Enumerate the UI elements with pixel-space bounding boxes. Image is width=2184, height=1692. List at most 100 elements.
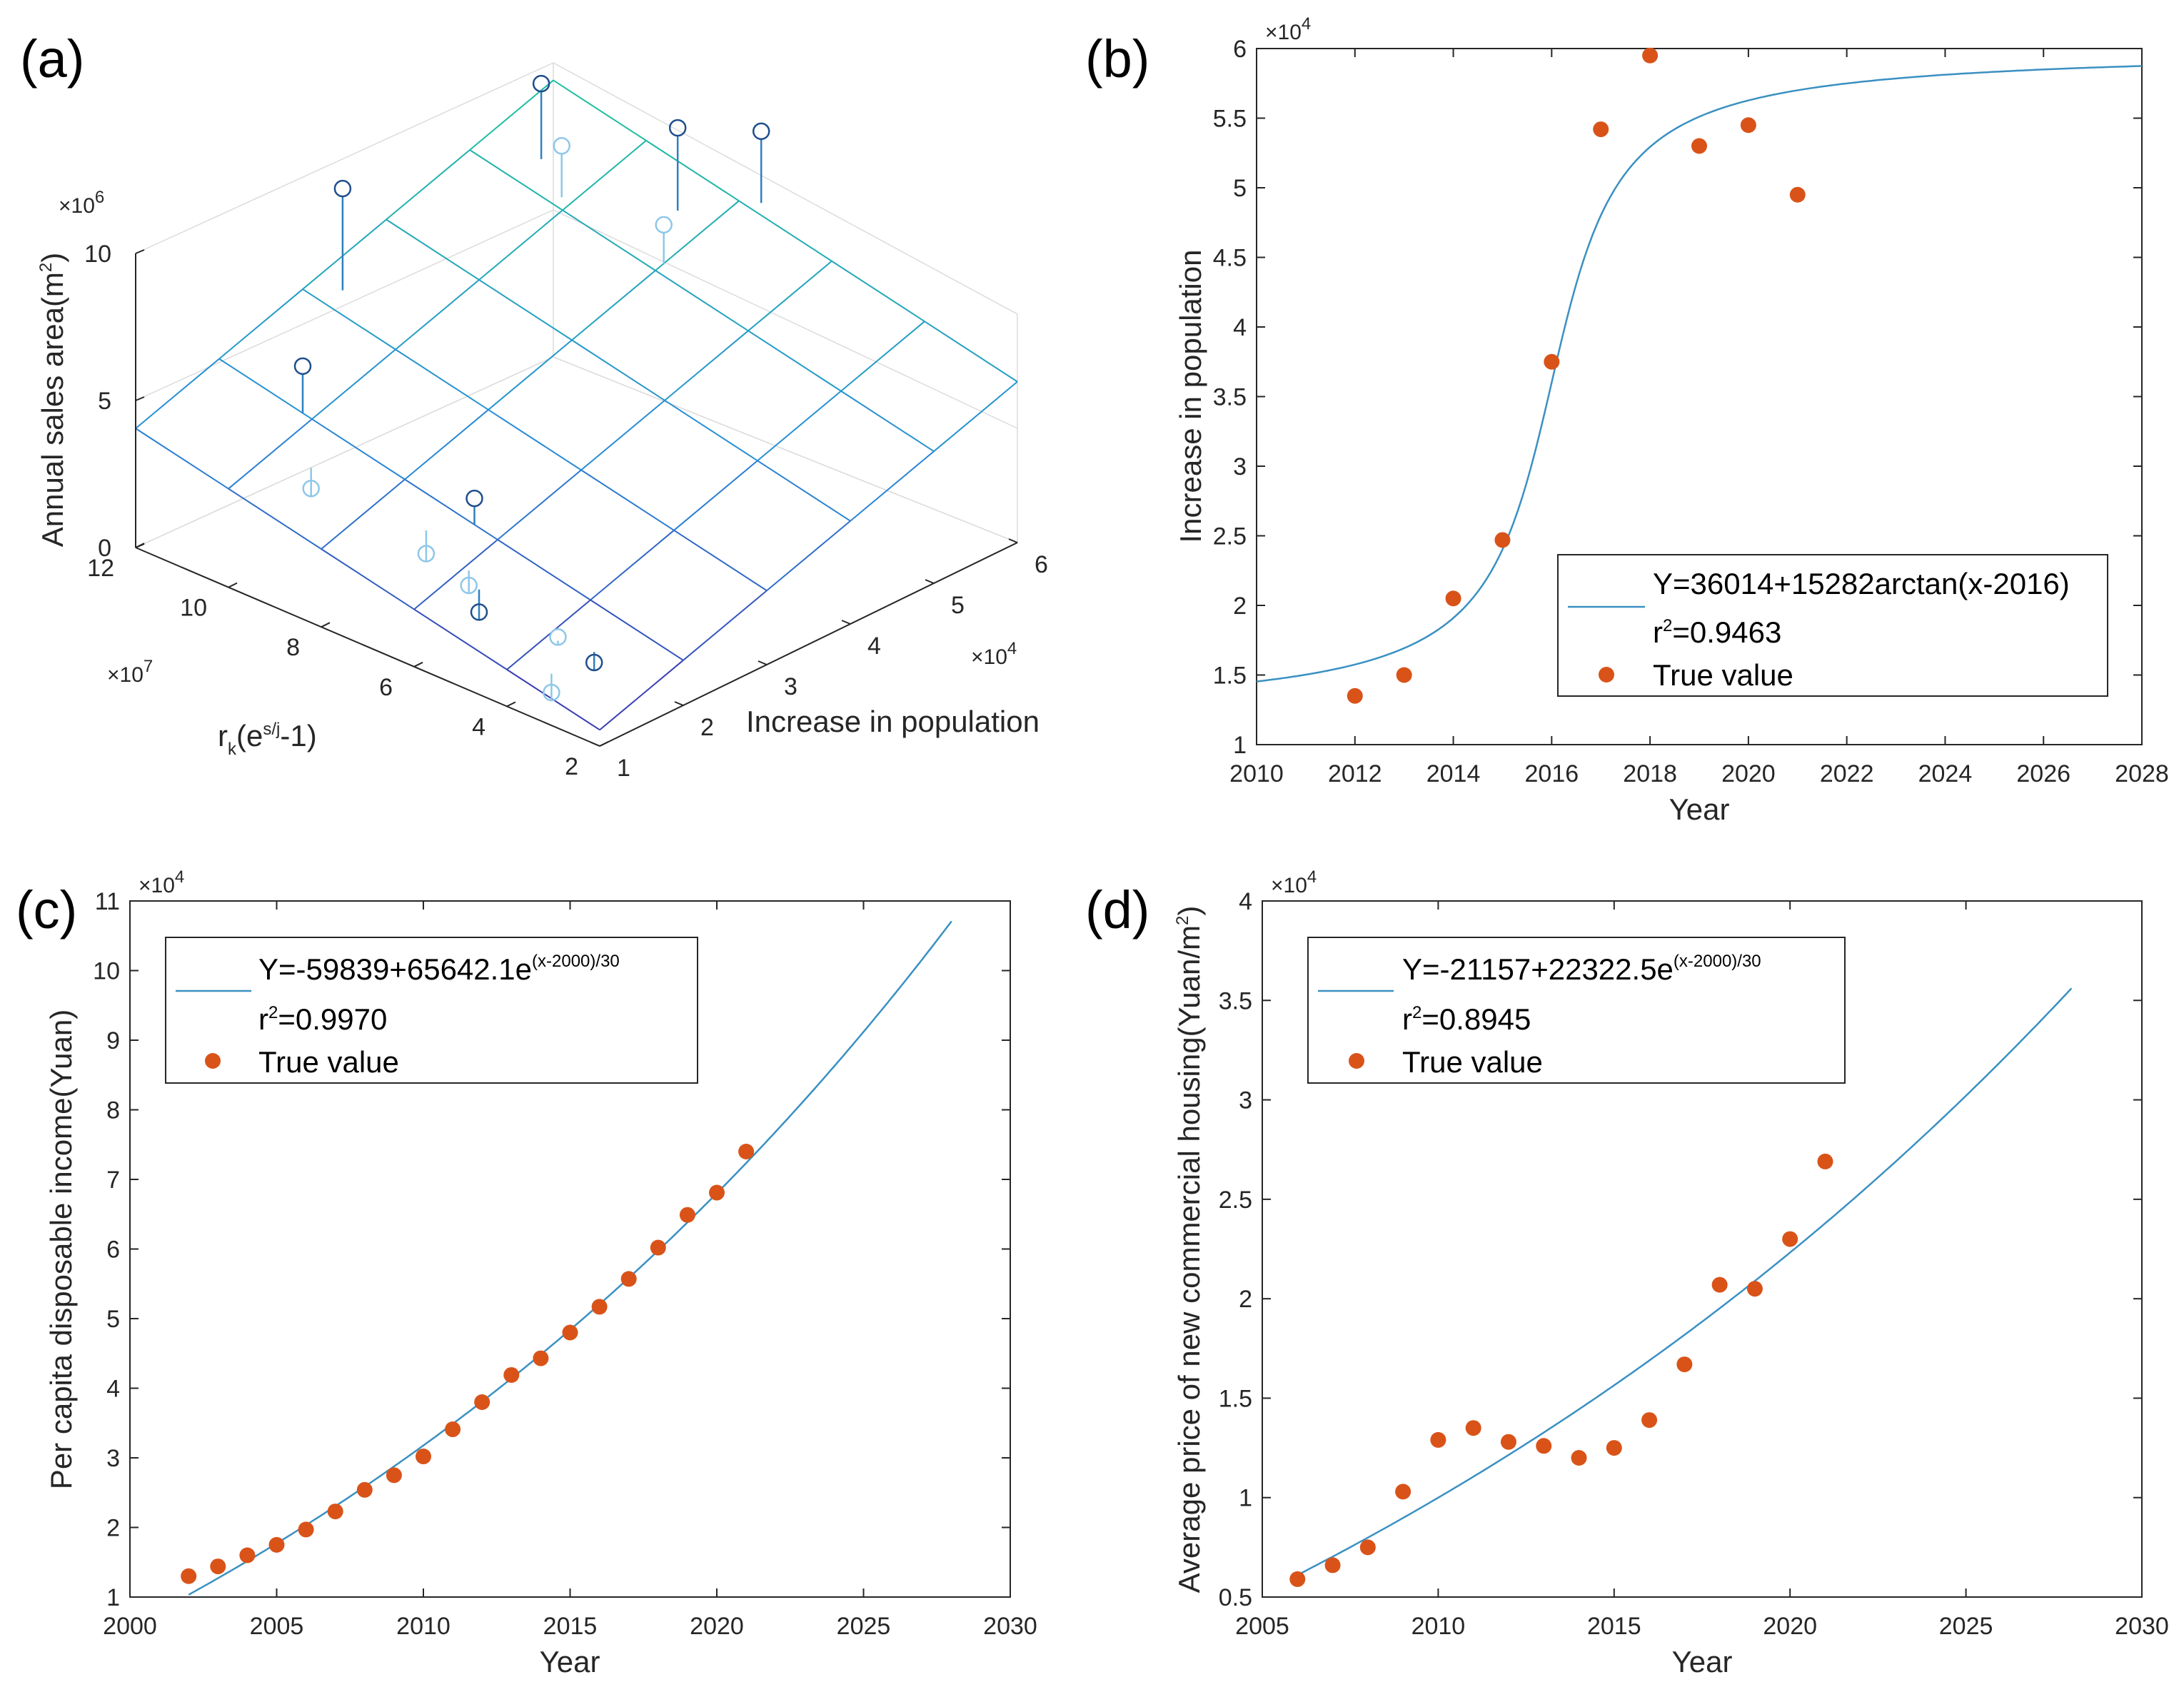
surface-line-y-1-4 [218,358,313,420]
a-y-tick-label-4: 5 [951,592,965,619]
surface-line-y-3-2 [571,339,665,401]
c-point-2 [239,1547,256,1563]
stem-marker-4 [466,489,483,508]
panel-a-wall-grid-z5-left [135,209,554,401]
c-point-17 [679,1207,695,1223]
c-point-0 [181,1568,197,1584]
c-point-12 [533,1350,549,1366]
a-y-tick-mark-3 [841,620,851,625]
d-y-tick-label-0: 0.5 [1219,1584,1252,1611]
surface-line-y-2-4 [302,288,396,351]
surface-line-y-2-1 [580,469,675,531]
a-x-tick-label-1: 4 [472,713,485,740]
panel-b-label: (b) [1085,29,1149,89]
panel-b-legend: Y=36014+15282arctan(x-2016) r2=0.9463 Tr… [1557,554,2108,697]
a-x-tick-label-0: 2 [565,753,578,780]
b-point-3 [1494,532,1511,548]
surface-line-x-3-4 [655,200,740,271]
surface-line-x-0-2 [766,520,851,592]
surface-line-y-1-3 [311,418,406,480]
a-x-tick-label-2: 6 [379,674,393,701]
c-point-19 [738,1144,755,1159]
surface-line-x-2-2 [580,400,665,471]
surface-line-y-4-0 [840,390,935,453]
b-y-tick-label-6: 4 [1233,314,1247,341]
a-z-tick-label-0: 0 [98,535,111,562]
panel-b-points [1347,47,1806,704]
panel-d-y-label: Average price of new commercial housing(… [1172,906,1206,1593]
surface-line-y-1-2 [404,478,498,540]
panel-d-legend-box [1307,937,1846,1084]
surface-line-y-3-1 [664,399,758,462]
b-x-tick-label-4: 2018 [1623,760,1677,787]
d-y-tick-label-1: 1 [1239,1485,1252,1512]
surface-line-x-3-3 [571,270,656,341]
d-x-tick-label-2: 2015 [1587,1613,1641,1640]
panel-d-fit-line [1297,987,2073,1576]
d-y-tick-label-3: 2 [1239,1286,1252,1313]
stem-marker-10 [532,74,550,93]
surface-line-y-1-1 [497,539,591,601]
c-point-6 [356,1481,373,1498]
d-y-tick-label-7: 4 [1239,888,1252,915]
a-y-tick-mark-5 [1008,538,1018,543]
c-y-tick-label-2: 3 [106,1445,120,1472]
surface-line-y-5-1 [831,260,925,323]
b-y-tick-label-4: 3 [1233,453,1247,480]
c-x-tick-label-1: 2005 [250,1613,304,1640]
panel-d-legend-point-swatch [1349,1053,1364,1069]
surface-line-y-5-2 [738,200,832,262]
c-x-tick-label-4: 2020 [690,1613,744,1640]
surface-line-y-0-1 [413,608,508,670]
d-y-tick-label-5: 3 [1239,1087,1252,1114]
panel-d-label: (d) [1085,880,1149,940]
surface-line-x-5-0 [135,358,220,429]
panel-c-points [181,1144,755,1584]
c-point-7 [386,1467,402,1484]
surface-line-y-3-3 [478,279,573,341]
d-y-tick-label-4: 2.5 [1219,1187,1252,1214]
panel-a-stems [293,74,770,702]
surface-line-y-5-3 [645,140,740,202]
a-x-tick-label-3: 8 [286,634,300,661]
d-x-tick-label-4: 2025 [1939,1613,1993,1640]
b-point-8 [1740,117,1756,134]
c-point-1 [210,1558,226,1575]
c-point-15 [620,1271,637,1287]
b-y-tick-label-5: 3.5 [1213,384,1247,411]
a-x-tick-label-5: 12 [87,555,114,582]
panel-d-x-label: Year [1672,1645,1733,1678]
panel-c-legend: Y=-59839+65642.1e(x-2000)/30 r2=0.9970 T… [165,937,698,1084]
b-x-tick-label-7: 2024 [1918,760,1973,787]
c-y-tick-label-5: 6 [106,1237,120,1264]
b-y-tick-label-2: 2 [1233,593,1247,620]
a-y-tick-mark-4 [925,579,935,584]
surface-line-y-5-4 [553,79,647,141]
panel-a-x-label: rk(es/j-1) [218,719,317,759]
surface-line-x-5-2 [302,218,387,290]
d-y-tick-label-6: 3.5 [1219,987,1252,1014]
panel-c-legend-fit-label: Y=-59839+65642.1e(x-2000)/30 [258,952,620,986]
panel-d-legend: Y=-21157+22322.5e(x-2000)/30 r2=0.8945 T… [1307,937,1846,1084]
stem-marker-11 [553,137,570,155]
panel-b-legend-points-label: True value [1653,658,1793,692]
c-y-tick-label-4: 5 [106,1306,120,1333]
b-y-tick-label-8: 5 [1233,175,1247,202]
panel-d-ticks: 2005 2010 2015 2020 2025 2030 0.5 1 1.5 2 2.5 3 3.5 4 [1219,888,2169,1640]
c-point-14 [591,1299,608,1315]
c-y-tick-label-9: 10 [93,958,120,985]
panel-a-y-multiplier: ×104 [971,639,1017,669]
panel-a-z-multiplier: ×106 [59,188,104,218]
b-point-7 [1691,138,1707,154]
a-x-tick-mark-2 [413,661,423,668]
c-y-tick-label-1: 2 [106,1515,120,1542]
surface-line-y-3-0 [757,460,851,522]
surface-line-x-3-1 [404,409,489,480]
d-point-2 [1359,1539,1376,1556]
surface-line-y-2-3 [395,348,489,411]
panel-c-label: (c) [16,880,77,940]
stem-marker-2 [333,179,352,198]
d-point-15 [1817,1153,1833,1169]
stem-marker-12 [668,119,687,137]
